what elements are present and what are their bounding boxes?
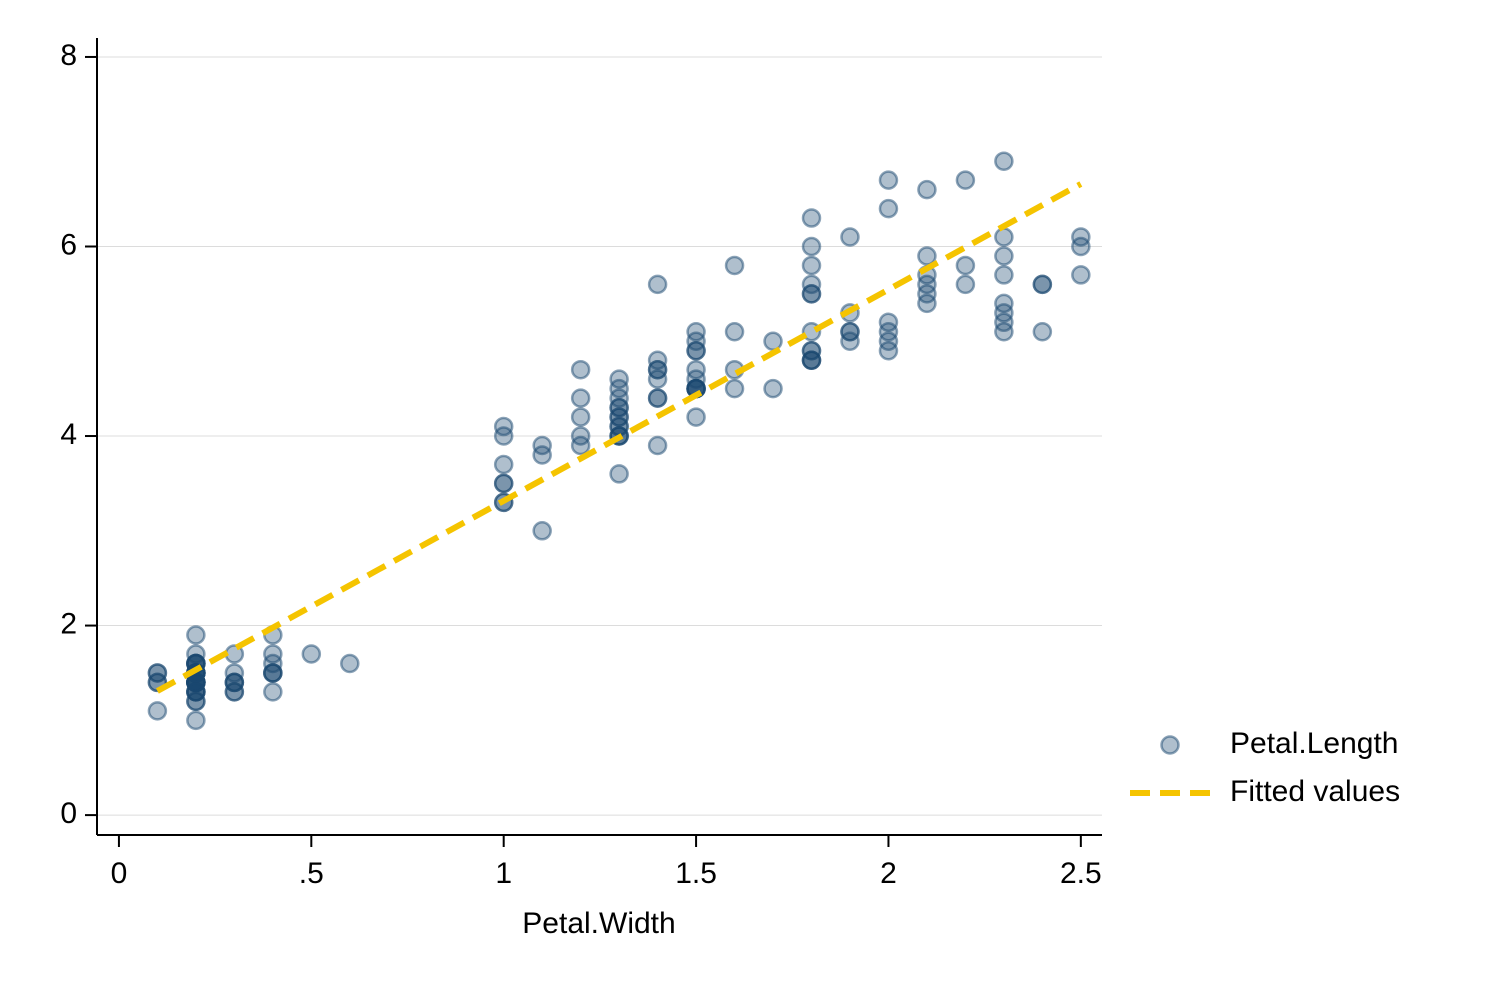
- point: [840, 331, 860, 352]
- point: [147, 701, 168, 721]
- x-axis-title: Petal.Width: [522, 907, 675, 940]
- point: [763, 331, 783, 352]
- point: [917, 246, 937, 266]
- point: [801, 208, 822, 228]
- point: [609, 369, 629, 389]
- point: [1032, 322, 1053, 342]
- point: [570, 426, 591, 446]
- point: [840, 227, 860, 247]
- point: [1071, 265, 1091, 285]
- x-tick-label: 2.5: [1060, 857, 1102, 890]
- point: [724, 322, 745, 342]
- x-tick-label: 1: [495, 857, 512, 890]
- point: [724, 378, 745, 399]
- point: [878, 170, 899, 190]
- point: [994, 312, 1014, 333]
- point: [955, 170, 976, 190]
- point: [994, 246, 1014, 266]
- point: [801, 255, 822, 276]
- point: [609, 464, 629, 484]
- point: [647, 435, 668, 456]
- legend-marker: [1160, 735, 1180, 755]
- y-tick-label: 4: [60, 418, 77, 451]
- point: [340, 653, 360, 674]
- point: [763, 378, 783, 399]
- point: [686, 322, 706, 342]
- x-tick-label: 0: [111, 857, 128, 890]
- point: [647, 350, 668, 370]
- point: [186, 710, 206, 731]
- point: [493, 416, 514, 437]
- point: [994, 151, 1014, 171]
- point: [493, 454, 514, 475]
- point: [301, 644, 322, 664]
- point: [801, 284, 822, 304]
- y-tick-label: 2: [60, 607, 77, 640]
- point: [532, 521, 552, 541]
- point: [878, 312, 899, 333]
- point: [801, 236, 822, 257]
- point: [609, 397, 629, 418]
- point: [224, 672, 245, 693]
- point: [263, 663, 283, 683]
- point: [686, 359, 706, 380]
- point: [955, 274, 976, 295]
- x-tick-label: .5: [299, 857, 324, 890]
- y-tick-label: 8: [60, 39, 77, 72]
- point: [994, 293, 1014, 314]
- point: [917, 293, 937, 314]
- point: [570, 388, 591, 408]
- point: [878, 198, 899, 219]
- point: [955, 255, 976, 276]
- y-tick-label: 0: [60, 797, 77, 830]
- point: [609, 416, 629, 437]
- point: [917, 274, 937, 295]
- point: [647, 369, 668, 389]
- point: [994, 265, 1014, 285]
- point: [686, 407, 706, 427]
- point: [878, 340, 899, 361]
- point: [1071, 227, 1091, 247]
- point: [493, 473, 514, 494]
- point: [186, 625, 206, 645]
- y-tick-label: 6: [60, 228, 77, 261]
- point: [1032, 274, 1053, 295]
- point: [570, 407, 591, 427]
- point: [532, 445, 552, 465]
- fit-line: [155, 181, 1083, 694]
- point: [647, 388, 668, 408]
- point: [186, 672, 206, 693]
- x-tick-label: 1.5: [675, 857, 717, 890]
- point: [994, 227, 1014, 247]
- point: [724, 255, 745, 276]
- x-tick-label: 2: [880, 857, 897, 890]
- legend-label: Petal.Length: [1230, 727, 1398, 760]
- point: [647, 274, 668, 295]
- point: [917, 179, 937, 200]
- point: [570, 359, 591, 380]
- legend-label: Fitted values: [1230, 775, 1400, 808]
- point: [801, 350, 822, 370]
- point: [263, 682, 283, 702]
